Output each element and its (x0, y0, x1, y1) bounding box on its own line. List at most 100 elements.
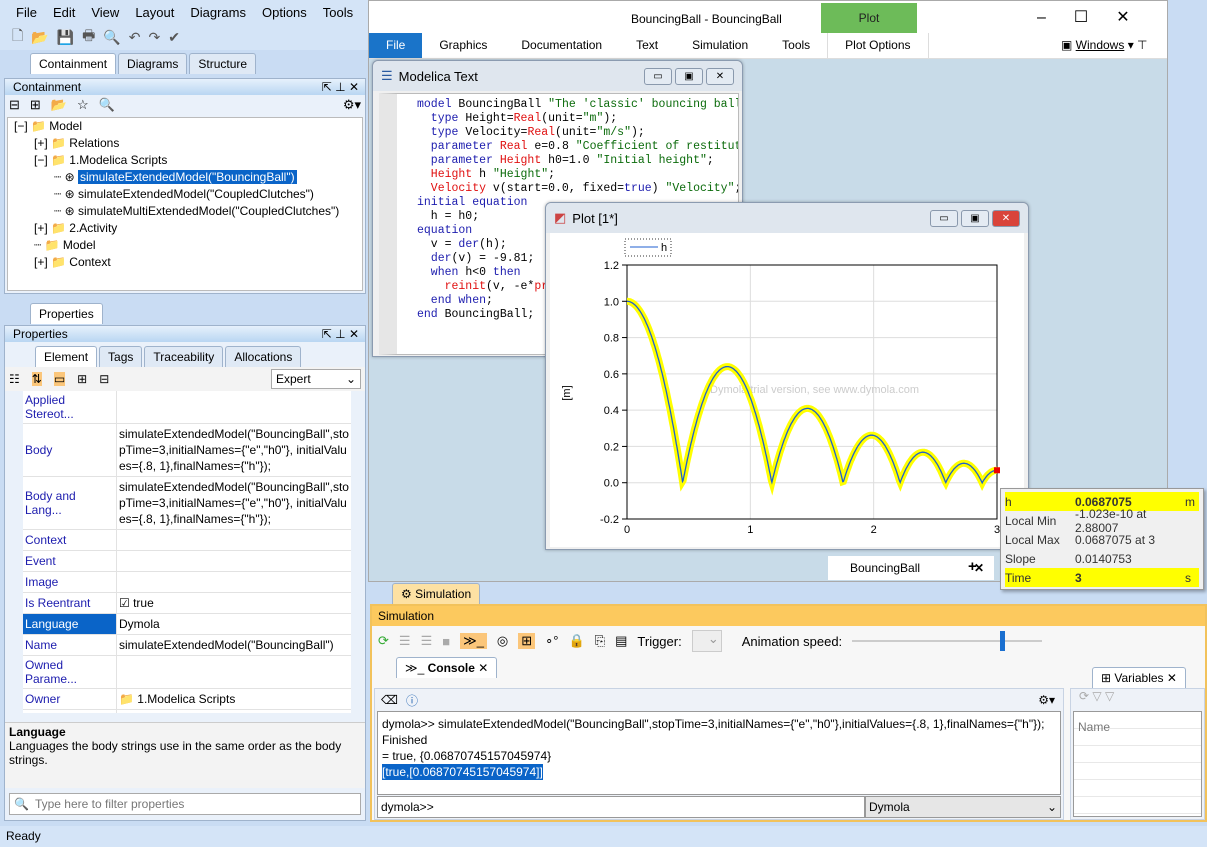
property-row[interactable]: Body simulateExtendedModel("BouncingBall"… (23, 424, 351, 477)
containment-tree[interactable]: [−] 📁 Model [+] 📁 Relations [−] 📁 1.Modeli… (7, 117, 363, 291)
panel-controls-icon[interactable]: ⇱ ⊥ ✕ (321, 327, 359, 341)
expander-icon[interactable]: [−] (34, 153, 52, 167)
expander-icon[interactable]: [−] (14, 119, 32, 133)
property-value[interactable] (117, 551, 351, 571)
ribbon-tab-text[interactable]: Text (636, 38, 659, 52)
property-value[interactable]: simulateExtendedModel("BouncingBall",sto… (119, 427, 349, 473)
tree-toggle-icon[interactable]: ⊞ (518, 633, 536, 649)
console-input[interactable]: dymola>> (377, 796, 865, 818)
open-icon[interactable]: 📂 (31, 28, 49, 45)
eraser-icon[interactable]: ⌫ (381, 693, 398, 707)
property-value[interactable] (117, 656, 351, 688)
property-row[interactable]: Owned Parame... (23, 656, 351, 689)
gear-icon[interactable]: ⚙▾ (1038, 693, 1055, 707)
property-value[interactable] (117, 530, 351, 550)
filter-input[interactable]: 🔍 Type here to filter properties (9, 793, 361, 815)
menu-edit[interactable]: Edit (52, 4, 76, 20)
filter-clear-icon[interactable]: ▽ (1104, 689, 1115, 703)
property-value[interactable]: Dymola (119, 617, 160, 631)
console-output[interactable]: dymola>> simulateExtendedModel("Bouncing… (377, 711, 1061, 795)
tree-item[interactable]: [−] 📁 1.Modelica Scripts (8, 152, 362, 169)
folder-icon[interactable]: 📂 (50, 97, 67, 112)
expander-icon[interactable]: [+] (34, 136, 52, 150)
nodes-icon[interactable]: ∘° (545, 633, 559, 648)
language-select[interactable]: Dymola ⌄ (865, 796, 1061, 818)
animation-speed-slider[interactable] (852, 631, 1043, 651)
window-controls[interactable]: –☐✕ (1037, 9, 1158, 26)
lock-icon[interactable]: 🔒 (568, 633, 585, 648)
tree-item[interactable]: [+] 📁 Relations (8, 135, 362, 152)
categorized-icon[interactable]: ☷ (9, 372, 20, 386)
step-out-icon[interactable]: ☰ (420, 633, 433, 648)
ribbon-tab-tools[interactable]: Tools (782, 38, 811, 52)
tree-item[interactable]: ┈ ⊛ simulateExtendedModel("CoupledClutch… (8, 186, 362, 203)
menu-file[interactable]: File (16, 4, 37, 20)
tree-item[interactable]: ┈ ⊛ simulateMultiExtendedModel("CoupledC… (8, 203, 362, 220)
gear-icon[interactable]: ⚙▾ (342, 97, 361, 112)
print-icon[interactable]: 🖶 (82, 27, 96, 43)
menu-options[interactable]: Options (261, 4, 307, 20)
expander-icon[interactable]: [+] (34, 255, 52, 269)
property-row[interactable]: Image (23, 572, 351, 593)
star-icon[interactable]: ☆ (77, 97, 89, 112)
tab-console[interactable]: ≫_ Console ✕ (396, 657, 498, 678)
ribbon-tab-plot-options[interactable]: Plot Options (827, 33, 929, 58)
menu-diagrams[interactable]: Diagrams (190, 4, 246, 20)
series-h-line[interactable] (627, 300, 997, 485)
tab-properties[interactable]: Properties (30, 303, 103, 324)
property-value[interactable]: simulateExtendedModel("BouncingBall",sto… (119, 480, 349, 526)
ribbon-tab-documentation[interactable]: Documentation (521, 38, 603, 52)
property-row[interactable]: Applied Stereot... (23, 391, 351, 424)
cursor-marker[interactable] (994, 467, 1000, 474)
tree-item[interactable]: ┈ ⊛ simulateExtendedModel("BouncingBall"… (8, 169, 362, 186)
tab-traceability[interactable]: Traceability (144, 346, 224, 367)
property-value[interactable]: simulateExtendedModel("BouncingBall") (119, 638, 334, 652)
export-icon[interactable]: ⎘ (594, 633, 606, 648)
tab-allocations[interactable]: Allocations (225, 346, 302, 367)
expand-icon[interactable]: ⊞ (29, 97, 41, 112)
collapse-all-icon[interactable]: ⊟ (99, 372, 110, 386)
step-icon[interactable]: ☰ (398, 633, 411, 648)
new-icon[interactable]: 🗋 (12, 27, 24, 43)
tab-variables[interactable]: ⊞ Variables ✕ (1092, 667, 1186, 688)
console-toggle-icon[interactable]: ≫_ (460, 633, 487, 649)
tab-containment[interactable]: Containment (30, 53, 117, 74)
sort-icon[interactable]: ⇅ (31, 372, 42, 386)
find-icon[interactable]: 🔍 (103, 28, 121, 45)
plot-context-tab[interactable]: Plot (821, 3, 917, 33)
doc-tab-bouncingball[interactable]: BouncingBall ✕ (828, 556, 994, 580)
stop-icon[interactable]: ■ (442, 633, 451, 649)
tab-diagrams[interactable]: Diagrams (118, 53, 188, 74)
menu-tools[interactable]: Tools (322, 4, 354, 20)
ribbon-tab-file[interactable]: File (369, 33, 423, 58)
add-tab-icon[interactable]: + (968, 558, 977, 575)
search-icon[interactable]: 🔍 (98, 97, 115, 112)
validate-icon[interactable]: ✔ (168, 28, 180, 45)
redo-icon[interactable]: ↷ (148, 28, 161, 45)
close-icon[interactable]: ✕ (973, 561, 984, 575)
windows-menu[interactable]: ▣ Windows ▾ ⊤ (1061, 38, 1148, 52)
property-value[interactable]: ☑ true (119, 596, 154, 610)
property-value[interactable]: 📁 1.Modelica Scripts (119, 692, 236, 706)
property-row[interactable]: Language Dymola (23, 614, 351, 635)
plot-canvas[interactable]: 0 1 2 3 -0.2 0.0 0.2 0.4 0.6 0.8 1.0 1.2 [m] Dymola t… (550, 233, 1024, 547)
trigger-select[interactable]: ⌄ (691, 630, 722, 652)
ribbon-tab-simulation[interactable]: Simulation (692, 38, 749, 52)
save-icon[interactable]: 💾 (56, 28, 75, 45)
tab-tags[interactable]: Tags (99, 346, 143, 367)
property-row[interactable]: Event (23, 551, 351, 572)
tab-structure[interactable]: Structure (189, 53, 257, 74)
tree-item[interactable]: [+] 📁 2.Activity (8, 220, 362, 237)
property-row[interactable]: Is Reentrant ☑ true (23, 593, 351, 614)
tree-item[interactable]: ┈ 📁 Model (8, 237, 362, 254)
target-icon[interactable]: ◎ (496, 633, 509, 648)
tree-item[interactable]: [−] 📁 Model (8, 118, 362, 135)
refresh-icon[interactable]: ⟳ (1079, 689, 1090, 703)
tab-element[interactable]: Element (35, 346, 98, 367)
undo-icon[interactable]: ↶ (128, 28, 141, 45)
filter-icon[interactable]: ▽ (1092, 689, 1102, 703)
menu-layout[interactable]: Layout (135, 4, 175, 20)
property-value[interactable] (117, 710, 351, 713)
info-icon[interactable]: ⓘ (405, 693, 418, 708)
slider-thumb[interactable] (1000, 631, 1006, 651)
